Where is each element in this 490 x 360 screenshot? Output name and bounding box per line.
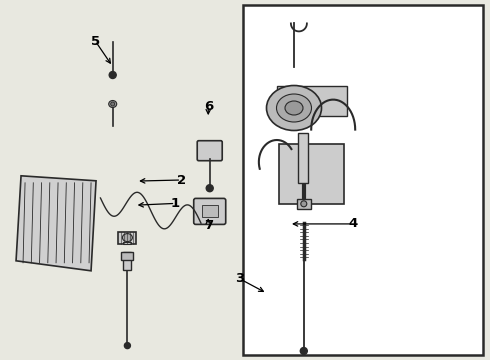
Ellipse shape: [122, 234, 132, 242]
Text: 5: 5: [91, 35, 100, 48]
Bar: [279, 144, 344, 204]
Ellipse shape: [267, 86, 321, 131]
Ellipse shape: [109, 72, 116, 78]
FancyBboxPatch shape: [194, 198, 226, 224]
Bar: [122, 252, 133, 260]
FancyBboxPatch shape: [197, 141, 222, 161]
Ellipse shape: [285, 101, 303, 115]
Polygon shape: [16, 176, 96, 271]
Ellipse shape: [109, 100, 117, 108]
Text: 1: 1: [171, 197, 180, 210]
Bar: [277, 86, 347, 116]
Bar: [298, 134, 308, 183]
Bar: [123, 252, 131, 270]
Ellipse shape: [124, 343, 130, 348]
Bar: [119, 231, 136, 244]
Bar: [202, 206, 218, 217]
Text: 4: 4: [348, 217, 357, 230]
Text: 2: 2: [177, 174, 186, 186]
Ellipse shape: [300, 347, 307, 355]
Ellipse shape: [111, 102, 115, 106]
Bar: [297, 199, 311, 209]
Text: 3: 3: [236, 273, 245, 285]
Ellipse shape: [206, 185, 213, 192]
Ellipse shape: [276, 94, 312, 122]
Text: 7: 7: [204, 219, 213, 231]
Bar: [123, 242, 131, 244]
Text: 6: 6: [204, 100, 213, 113]
Ellipse shape: [301, 201, 307, 207]
Bar: [243, 5, 483, 355]
